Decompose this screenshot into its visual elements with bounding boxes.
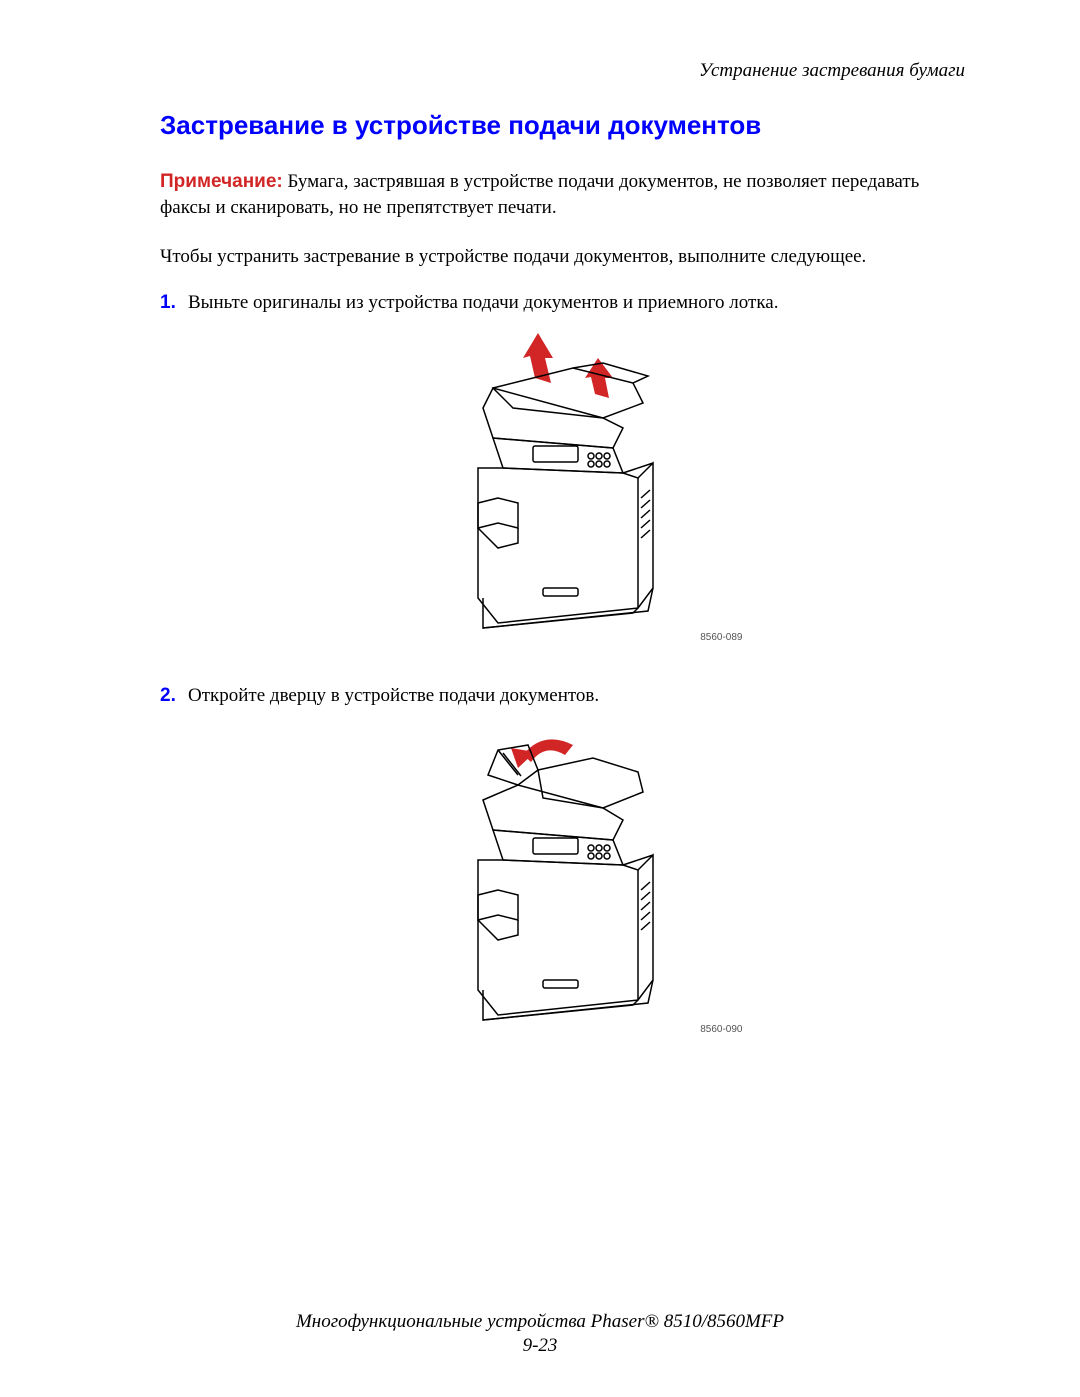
printer-illustration-1: [423, 328, 703, 648]
step-number: 1.: [160, 290, 188, 316]
printer-illustration-2: [423, 720, 703, 1040]
figure-1: 8560-089: [160, 328, 965, 653]
step-1: 1. Выньте оригиналы из устройства подачи…: [160, 290, 965, 316]
figure-code: 8560-090: [700, 1024, 742, 1035]
footer-product: Многофункциональные устройства Phaser® 8…: [0, 1311, 1080, 1333]
intro-paragraph: Чтобы устранить застревание в устройстве…: [160, 244, 965, 270]
note-label: Примечание:: [160, 171, 283, 192]
note-paragraph: Примечание: Бумага, застрявшая в устройс…: [160, 169, 965, 220]
figure-code: 8560-089: [700, 632, 742, 643]
running-header: Устранение застревания бумаги: [160, 60, 965, 82]
figure-2: 8560-090: [160, 720, 965, 1045]
page-title: Застревание в устройстве подачи документ…: [160, 110, 965, 141]
document-page: Устранение застревания бумаги Застревани…: [0, 0, 1080, 1397]
footer-page-number: 9-23: [0, 1335, 1080, 1357]
step-2: 2. Откройте дверцу в устройстве подачи д…: [160, 683, 965, 709]
step-text: Выньте оригиналы из устройства подачи до…: [188, 290, 778, 316]
page-footer: Многофункциональные устройства Phaser® 8…: [0, 1311, 1080, 1357]
step-text: Откройте дверцу в устройстве подачи доку…: [188, 683, 599, 709]
step-number: 2.: [160, 683, 188, 709]
